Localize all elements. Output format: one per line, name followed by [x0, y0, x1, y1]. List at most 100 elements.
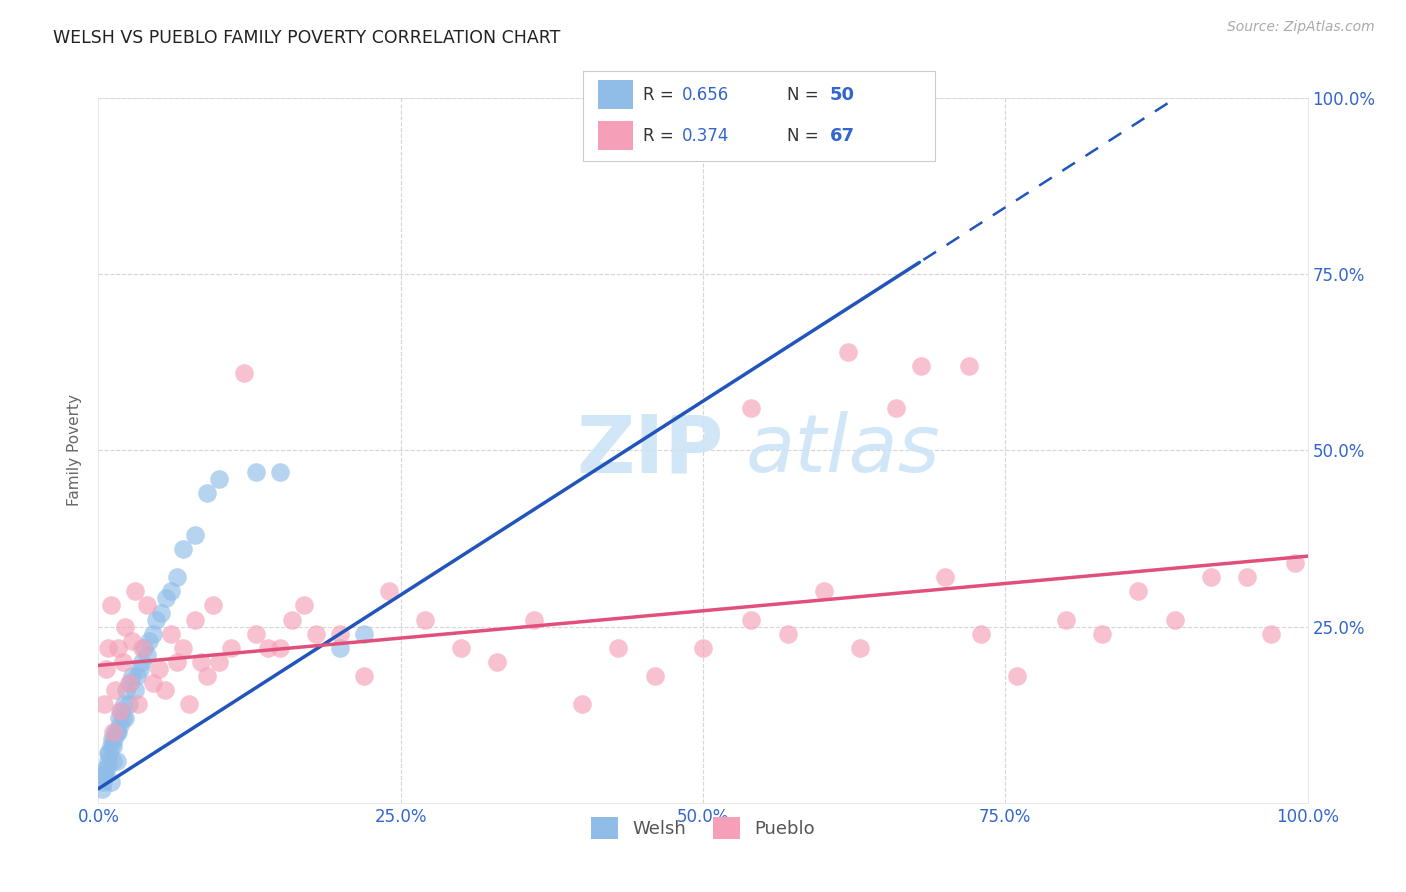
Text: R =: R = — [644, 86, 679, 103]
Point — [135, 599, 157, 613]
Point — [94, 662, 117, 676]
Point — [145, 613, 167, 627]
Point — [1128, 584, 1150, 599]
Point — [1260, 626, 1282, 640]
Point — [1091, 626, 1114, 640]
Point — [100, 774, 122, 789]
Point — [281, 613, 304, 627]
Point — [195, 485, 218, 500]
Point — [776, 626, 799, 640]
Point — [377, 584, 399, 599]
Point — [166, 655, 188, 669]
Point — [107, 640, 129, 655]
Point — [269, 640, 291, 655]
Point — [245, 465, 267, 479]
Point — [91, 781, 114, 796]
Point — [886, 401, 908, 416]
Point — [292, 599, 315, 613]
Point — [142, 676, 165, 690]
Point — [111, 711, 134, 725]
Point — [114, 711, 136, 725]
Point — [127, 669, 149, 683]
Point — [118, 676, 141, 690]
Point — [232, 366, 254, 380]
Point — [190, 655, 212, 669]
Point — [184, 528, 207, 542]
Point — [108, 718, 131, 732]
Point — [837, 344, 859, 359]
Point — [110, 704, 132, 718]
Point — [849, 640, 872, 655]
Point — [813, 584, 835, 599]
Point — [121, 633, 143, 648]
Point — [134, 640, 156, 655]
Point — [329, 626, 352, 640]
Point — [353, 669, 375, 683]
Point — [148, 662, 170, 676]
Point — [105, 754, 128, 768]
Point — [195, 669, 218, 683]
Point — [100, 732, 122, 747]
Point — [160, 584, 183, 599]
Point — [607, 640, 630, 655]
Point — [172, 542, 194, 557]
Point — [115, 683, 138, 698]
Point — [121, 669, 143, 683]
Point — [1199, 570, 1222, 584]
Point — [138, 633, 160, 648]
Point — [571, 697, 593, 711]
Point — [150, 606, 173, 620]
Point — [118, 697, 141, 711]
Point — [112, 697, 135, 711]
Point — [160, 626, 183, 640]
Point — [413, 613, 436, 627]
Point — [172, 640, 194, 655]
Point — [97, 747, 120, 761]
Point — [93, 767, 115, 781]
Point — [101, 754, 124, 768]
Point — [103, 732, 125, 747]
Point — [108, 711, 131, 725]
Point — [256, 640, 278, 655]
Point — [329, 640, 352, 655]
Point — [131, 655, 153, 669]
Point — [96, 760, 118, 774]
Point — [98, 747, 121, 761]
Point — [166, 570, 188, 584]
Point — [91, 774, 114, 789]
Point — [740, 401, 762, 416]
Point — [740, 613, 762, 627]
Point — [184, 613, 207, 627]
Point — [114, 619, 136, 633]
Bar — [598, 80, 633, 109]
Point — [934, 570, 956, 584]
Point — [208, 472, 231, 486]
Point — [111, 655, 134, 669]
Y-axis label: Family Poverty: Family Poverty — [67, 394, 83, 507]
Bar — [598, 121, 633, 150]
Point — [153, 683, 176, 698]
Point — [179, 697, 201, 711]
Point — [523, 613, 546, 627]
Point — [93, 697, 115, 711]
Text: ZIP: ZIP — [576, 411, 723, 490]
Point — [1236, 570, 1258, 584]
Point — [245, 626, 267, 640]
Point — [97, 640, 120, 655]
Point — [305, 626, 328, 640]
Point — [155, 591, 177, 606]
Point — [101, 725, 124, 739]
Text: R =: R = — [644, 127, 679, 145]
Point — [208, 655, 231, 669]
Point — [486, 655, 509, 669]
Point — [105, 725, 128, 739]
Point — [221, 640, 243, 655]
Point — [450, 640, 472, 655]
Point — [269, 465, 291, 479]
Point — [644, 669, 666, 683]
Point — [108, 704, 131, 718]
Point — [118, 676, 141, 690]
Point — [94, 760, 117, 774]
Point — [104, 683, 127, 698]
Point — [124, 584, 146, 599]
